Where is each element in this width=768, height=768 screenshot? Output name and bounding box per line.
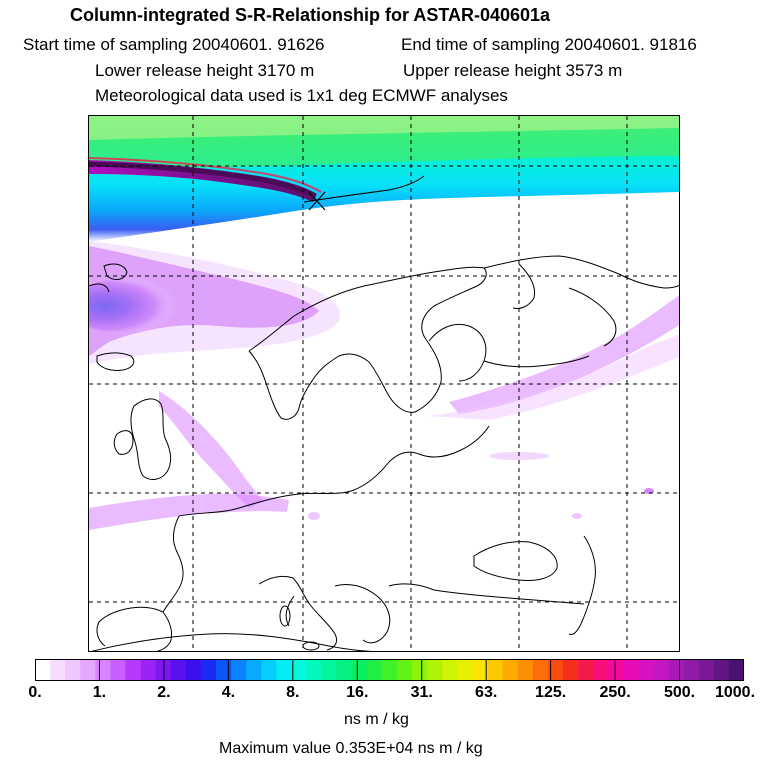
colorbar-cell bbox=[562, 659, 579, 681]
colorbar-cell bbox=[698, 659, 715, 681]
colorbar-cell bbox=[427, 659, 443, 681]
colorbar-cell bbox=[638, 659, 655, 681]
colorbar-cell bbox=[231, 659, 247, 681]
sensitivity-fringe-atlantic bbox=[89, 241, 340, 364]
sensitivity-band-lightgreen bbox=[89, 116, 679, 140]
colorbar-cell bbox=[381, 659, 398, 681]
colorbar-cell bbox=[110, 659, 127, 681]
colorbar-cell bbox=[351, 659, 368, 681]
colorbar-cell bbox=[502, 659, 519, 681]
met-data-label: Meteorological data used is 1x1 deg ECMW… bbox=[95, 86, 508, 105]
colorbar-tick-label: 1. bbox=[92, 684, 107, 701]
colorbar-cell bbox=[593, 659, 609, 681]
colorbar-cell bbox=[608, 659, 624, 681]
colorbar-cell bbox=[366, 659, 383, 681]
colorbar-cell bbox=[216, 659, 232, 681]
lower-height-label: Lower release height 3170 m bbox=[95, 61, 315, 80]
colorbar-tick-label: 0. bbox=[28, 684, 42, 701]
release-location-marker bbox=[308, 191, 326, 211]
map-svg bbox=[89, 116, 679, 651]
colorbar-cell bbox=[140, 659, 157, 681]
colorbar-cell bbox=[683, 659, 700, 681]
colorbar-cell bbox=[80, 659, 96, 681]
end-time-label: End time of sampling 20040601. 91816 bbox=[401, 35, 697, 54]
sensitivity-streak-uk bbox=[159, 391, 264, 508]
colorbar-cell bbox=[306, 659, 323, 681]
trajectory-plume bbox=[89, 160, 317, 202]
colorbar-tick-label: 31. bbox=[410, 684, 433, 701]
colorbar-tick-label: 125. bbox=[535, 684, 567, 701]
colorbar-cell bbox=[713, 659, 730, 681]
colorbar-unit-label: ns m / kg bbox=[344, 711, 409, 728]
colorbar-tick-label: 16. bbox=[346, 684, 369, 701]
colorbar-cell bbox=[412, 659, 428, 681]
colorbar-cell bbox=[653, 659, 670, 681]
colorbar-cell bbox=[65, 659, 81, 681]
sensitivity-core-atlantic bbox=[89, 278, 189, 334]
colorbar-cell bbox=[276, 659, 293, 681]
map-panel bbox=[88, 115, 680, 652]
colorbar-cell bbox=[547, 659, 564, 681]
colorbar-tick-label: 8. bbox=[286, 684, 300, 701]
upper-height-label: Upper release height 3573 m bbox=[403, 61, 623, 80]
colorbar-cell bbox=[321, 659, 338, 681]
sensitivity-speck bbox=[572, 513, 582, 519]
colorbar-cell bbox=[442, 659, 458, 681]
colorbar-cell bbox=[472, 659, 489, 681]
colorbar-cell bbox=[578, 659, 594, 681]
colorbar-cell bbox=[50, 659, 66, 681]
colorbar-tick-label: 500. bbox=[663, 684, 696, 701]
colorbar-cell bbox=[35, 659, 51, 681]
colorbar-cell bbox=[185, 659, 202, 681]
colorbar bbox=[35, 659, 744, 681]
colorbar-cell bbox=[517, 659, 534, 681]
colorbar-cell bbox=[728, 659, 744, 681]
colorbar-tick-label: 2. bbox=[157, 684, 171, 701]
colorbar-cell bbox=[487, 659, 504, 681]
sensitivity-speck bbox=[308, 512, 320, 520]
colorbar-cell bbox=[532, 659, 549, 681]
colorbar-cell bbox=[336, 659, 353, 681]
sensitivity-streak-east bbox=[449, 295, 679, 414]
sensitivity-streak-west bbox=[89, 493, 289, 530]
colorbar-cell bbox=[291, 659, 308, 681]
maximum-value-label: Maximum value 0.353E+04 ns m / kg bbox=[219, 740, 483, 757]
graticule bbox=[89, 116, 679, 651]
colorbar-cell bbox=[668, 659, 685, 681]
colorbar-cell bbox=[397, 659, 413, 681]
colorbar-cell bbox=[261, 659, 277, 681]
plot-title: Column-integrated S-R-Relationship for A… bbox=[70, 5, 551, 25]
colorbar-cell bbox=[457, 659, 474, 681]
colorbar-cell bbox=[125, 659, 142, 681]
colorbar-cell bbox=[246, 659, 262, 681]
start-time-label: Start time of sampling 20040601. 91626 bbox=[23, 35, 325, 54]
trajectory-edge bbox=[89, 157, 322, 193]
colorbar-cell bbox=[200, 659, 217, 681]
sensitivity-streak-east-fringe bbox=[429, 334, 679, 420]
colorbar-tick-label: 4. bbox=[221, 684, 236, 701]
colorbar-tick-label: 250. bbox=[599, 684, 631, 701]
colorbar-cell bbox=[170, 659, 187, 681]
colorbar-tick-label: 63. bbox=[475, 684, 498, 701]
colorbar-cell bbox=[623, 659, 640, 681]
colorbar-cell bbox=[95, 659, 112, 681]
colorbar-tick-label: 1000. bbox=[714, 684, 756, 701]
